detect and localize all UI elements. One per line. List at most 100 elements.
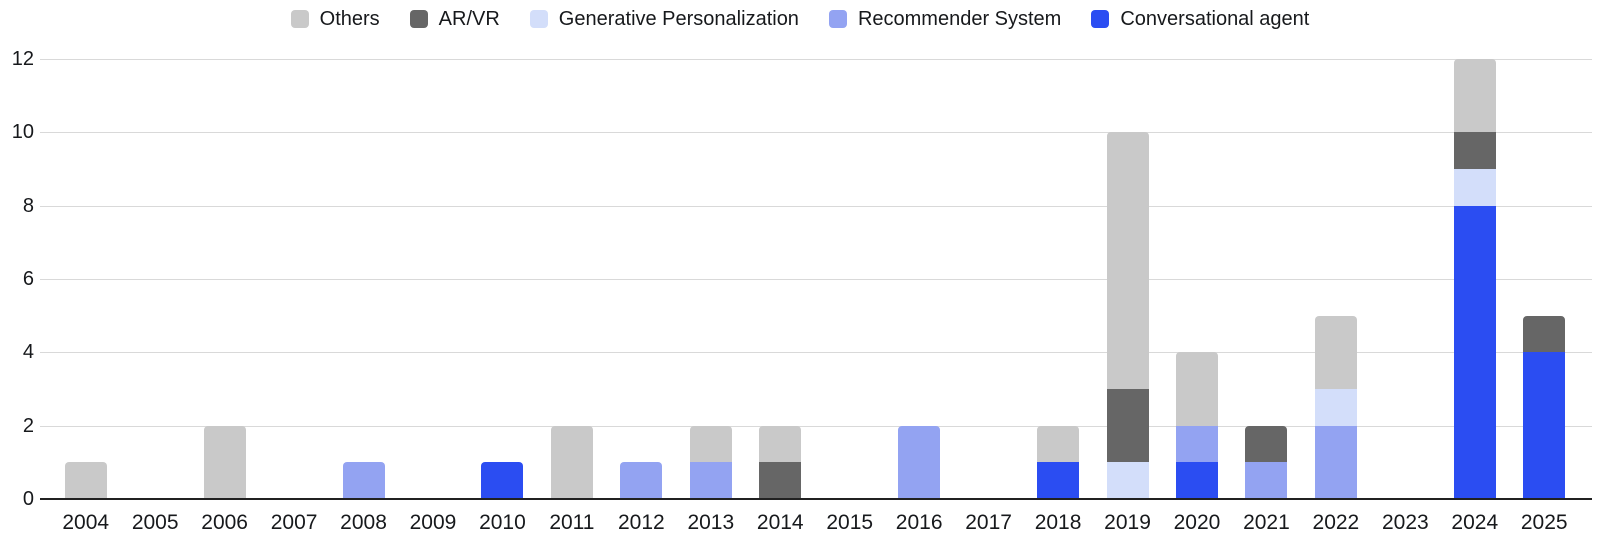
generative-personalization-legend-swatch-icon <box>529 10 548 28</box>
y-tick-label-0: 0 <box>22 488 34 510</box>
y-tick-label-12: 12 <box>11 48 34 70</box>
bar-segment-2024-ar-vr[interactable] <box>1453 132 1496 170</box>
year-column-2024 <box>1440 59 1509 499</box>
bar-segment-2020-others[interactable] <box>1175 352 1218 426</box>
bar-2025 <box>1523 315 1566 499</box>
legend-item-others[interactable]: Others <box>290 9 380 29</box>
x-tick-label-2007: 2007 <box>270 511 318 534</box>
bar-segment-2022-others[interactable] <box>1314 315 1357 390</box>
year-column-2023 <box>1371 59 1440 499</box>
x-axis-labels: 2004 2005 2006 2007 2008 2009 2010 2011 2012 2013… <box>51 508 1579 538</box>
bar-segment-2024-conversational-agent[interactable] <box>1453 205 1496 499</box>
x-axis-line <box>40 498 1592 500</box>
bar-segment-2011-others[interactable] <box>550 425 593 499</box>
y-tick-label-10: 10 <box>11 121 34 143</box>
bars-layer <box>51 59 1579 499</box>
bar-2006 <box>203 425 246 499</box>
x-tick-label-2023: 2023 <box>1381 511 1429 534</box>
bar-segment-2013-others[interactable] <box>689 425 732 463</box>
chart-legend: Others AR/VR Generative Personalization Rec… <box>0 5 1600 33</box>
bar-2014 <box>759 425 802 499</box>
legend-item-generative-personalization[interactable]: Generative Personalization <box>529 8 799 30</box>
ar-vr-legend-swatch-icon <box>409 10 428 28</box>
bar-segment-2019-others[interactable] <box>1106 132 1149 390</box>
bar-segment-2013-recommender-system[interactable] <box>689 462 732 499</box>
y-tick-label-6: 6 <box>22 268 34 290</box>
bar-segment-2006-others[interactable] <box>203 425 246 499</box>
bar-2024 <box>1453 59 1496 499</box>
x-tick-label-2021: 2021 <box>1243 511 1290 534</box>
x-tick-label-2025: 2025 <box>1520 511 1568 534</box>
legend-label: AR/VR <box>438 8 500 30</box>
bar-segment-2020-conversational-agent[interactable] <box>1175 462 1218 499</box>
year-column-2020 <box>1162 59 1231 499</box>
year-column-2013 <box>676 59 745 499</box>
x-tick-label-2018: 2018 <box>1034 511 1082 534</box>
recommender-system-legend-swatch-icon <box>828 10 847 28</box>
bar-segment-2010-conversational-agent[interactable] <box>481 462 524 499</box>
year-column-2009 <box>398 59 467 499</box>
bar-segment-2021-recommender-system[interactable] <box>1245 462 1288 499</box>
x-tick-label-2009: 2009 <box>409 511 457 534</box>
legend-label: Recommender System <box>857 8 1062 30</box>
gridline-4 <box>40 352 1592 353</box>
bar-2010 <box>481 462 524 499</box>
bar-2022 <box>1314 315 1357 499</box>
bar-segment-2019-generative-personalization[interactable] <box>1106 462 1149 499</box>
bar-2018 <box>1037 425 1080 499</box>
x-tick-label-2022: 2022 <box>1312 511 1360 534</box>
x-tick-label-2015: 2015 <box>826 511 874 534</box>
gridline-10 <box>40 132 1592 133</box>
bar-segment-2020-recommender-system[interactable] <box>1175 425 1218 463</box>
bar-2004 <box>64 462 107 499</box>
x-tick-label-2011: 2011 <box>549 511 595 534</box>
x-tick-label-2006: 2006 <box>201 511 248 534</box>
bar-2008 <box>342 462 385 499</box>
bar-segment-2014-others[interactable] <box>759 425 802 463</box>
year-column-2012 <box>607 59 676 499</box>
legend-item-ar-vr[interactable]: AR/VR <box>409 8 500 30</box>
bar-segment-2025-ar-vr[interactable] <box>1523 315 1566 353</box>
year-column-2014 <box>746 59 815 499</box>
year-column-2015 <box>815 59 884 499</box>
x-tick-label-2005: 2005 <box>131 511 179 534</box>
bar-segment-2014-ar-vr[interactable] <box>759 462 802 499</box>
bar-segment-2024-others[interactable] <box>1453 59 1496 133</box>
bar-segment-2016-recommender-system[interactable] <box>898 425 941 499</box>
gridline-2 <box>40 426 1592 427</box>
bar-segment-2022-recommender-system[interactable] <box>1314 425 1357 499</box>
year-column-2007 <box>259 59 328 499</box>
bar-2021 <box>1245 425 1288 499</box>
legend-label: Generative Personalization <box>558 8 799 30</box>
year-column-2011 <box>537 59 606 499</box>
bar-segment-2024-generative-personalization[interactable] <box>1453 169 1496 206</box>
bar-segment-2025-conversational-agent[interactable] <box>1523 352 1566 499</box>
legend-item-conversational-agent[interactable]: Conversational agent <box>1091 9 1309 29</box>
year-column-2022 <box>1301 59 1370 499</box>
x-tick-label-2017: 2017 <box>965 511 1012 534</box>
bar-segment-2019-ar-vr[interactable] <box>1106 389 1149 463</box>
x-tick-label-2008: 2008 <box>340 511 387 534</box>
year-column-2016 <box>884 59 953 499</box>
bar-segment-2022-generative-personalization[interactable] <box>1314 389 1357 426</box>
bar-2019 <box>1106 132 1149 499</box>
bar-segment-2004-others[interactable] <box>64 462 107 499</box>
bar-segment-2018-others[interactable] <box>1037 425 1080 463</box>
bar-segment-2021-ar-vr[interactable] <box>1245 425 1288 463</box>
bar-2020 <box>1175 352 1218 499</box>
legend-label: Conversational agent <box>1120 8 1310 30</box>
x-tick-label-2014: 2014 <box>756 511 804 534</box>
legend-item-recommender-system[interactable]: Recommender System <box>828 8 1062 30</box>
bar-segment-2018-conversational-agent[interactable] <box>1037 462 1080 499</box>
year-column-2017 <box>954 59 1023 499</box>
bar-segment-2012-recommender-system[interactable] <box>620 462 663 499</box>
year-column-2006 <box>190 59 259 499</box>
year-column-2019 <box>1093 59 1162 499</box>
x-tick-label-2016: 2016 <box>895 511 943 534</box>
others-legend-swatch-icon <box>290 10 309 28</box>
x-tick-label-2013: 2013 <box>687 511 735 534</box>
bar-segment-2008-recommender-system[interactable] <box>342 462 385 499</box>
bar-2012 <box>620 462 663 499</box>
x-tick-label-2004: 2004 <box>62 511 110 534</box>
